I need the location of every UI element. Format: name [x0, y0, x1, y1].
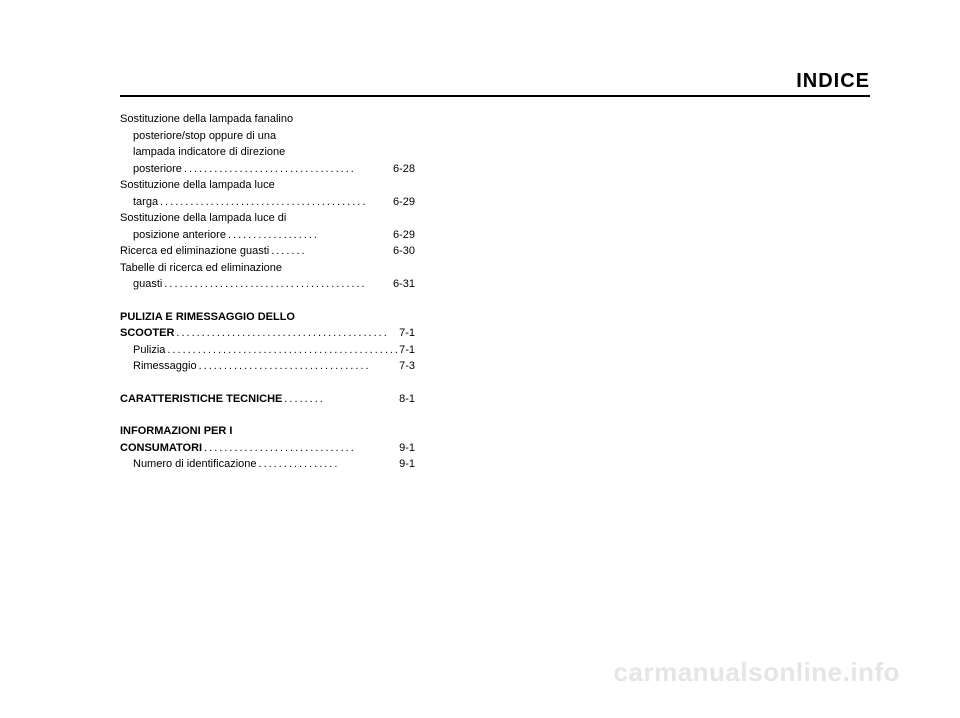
toc-page-number: 6-31 — [393, 276, 415, 293]
toc-final-line: Numero di identificazione ..............… — [120, 456, 415, 473]
toc-entry: Sostituzione della lampada luce di posiz… — [120, 210, 415, 243]
toc-final-line: CONSUMATORI ............................… — [120, 440, 415, 457]
toc-page-number: 6-30 — [393, 243, 415, 260]
toc-page-number: 9-1 — [399, 440, 415, 457]
toc-final-line: Ricerca ed eliminazione guasti ....... 6… — [120, 243, 415, 260]
toc-leader-dots: ........ — [282, 391, 399, 408]
toc-leader-dots: .................................. — [197, 358, 400, 375]
toc-text-line: Tabelle di ricerca ed eliminazione — [120, 260, 415, 277]
toc-leader-dots: .................. — [226, 227, 393, 244]
toc-entry: Pulizia ................................… — [120, 342, 415, 359]
toc-entry: Rimessaggio ............................… — [120, 358, 415, 375]
toc-leader-dots: ........................................… — [158, 194, 393, 211]
watermark-text: carmanualsonline.info — [614, 657, 900, 688]
toc-page-number: 6-29 — [393, 194, 415, 211]
toc-leader-dots: .................................. — [182, 161, 393, 178]
toc-final-line: CARATTERISTICHE TECNICHE ........ 8-1 — [120, 391, 415, 408]
toc-final-line: SCOOTER ................................… — [120, 325, 415, 342]
toc-text: Rimessaggio — [133, 358, 197, 375]
toc-column: Sostituzione della lampada fanalino post… — [120, 111, 415, 473]
toc-final-line: Rimessaggio ............................… — [120, 358, 415, 375]
toc-final-line: posizione anteriore .................. 6… — [120, 227, 415, 244]
toc-entry: Sostituzione della lampada fanalino post… — [120, 111, 415, 177]
toc-text: Ricerca ed eliminazione guasti — [120, 243, 269, 260]
toc-section-heading: CARATTERISTICHE TECNICHE ........ 8-1 — [120, 391, 415, 408]
toc-text: Pulizia — [133, 342, 165, 359]
toc-entry: Numero di identificazione ..............… — [120, 456, 415, 473]
toc-text: guasti — [133, 276, 162, 293]
toc-leader-dots: ................ — [257, 456, 400, 473]
toc-page-number: 8-1 — [399, 391, 415, 408]
toc-text-line: Sostituzione della lampada luce — [120, 177, 415, 194]
toc-page-number: 7-1 — [399, 325, 415, 342]
section-spacer — [120, 293, 415, 309]
section-spacer — [120, 407, 415, 423]
toc-final-line: guasti .................................… — [120, 276, 415, 293]
toc-heading-line: PULIZIA E RIMESSAGGIO DELLO — [120, 309, 415, 326]
toc-leader-dots: .............................. — [202, 440, 399, 457]
toc-entry: Tabelle di ricerca ed eliminazione guast… — [120, 260, 415, 293]
toc-heading-text: SCOOTER — [120, 325, 174, 342]
toc-leader-dots: ....... — [269, 243, 393, 260]
toc-final-line: Pulizia ................................… — [120, 342, 415, 359]
toc-section-heading: PULIZIA E RIMESSAGGIO DELLO SCOOTER ....… — [120, 309, 415, 342]
toc-leader-dots: ........................................ — [162, 276, 393, 293]
toc-final-line: posteriore .............................… — [120, 161, 415, 178]
page-header: INDICE — [120, 70, 870, 93]
toc-section-heading: INFORMAZIONI PER I CONSUMATORI .........… — [120, 423, 415, 456]
toc-text: posizione anteriore — [133, 227, 226, 244]
toc-page-number: 6-29 — [393, 227, 415, 244]
toc-heading-line: INFORMAZIONI PER I — [120, 423, 415, 440]
toc-entry: Ricerca ed eliminazione guasti ....... 6… — [120, 243, 415, 260]
toc-text-line: Sostituzione della lampada luce di — [120, 210, 415, 227]
toc-entry: Sostituzione della lampada luce targa ..… — [120, 177, 415, 210]
toc-text: posteriore — [133, 161, 182, 178]
header-divider — [120, 95, 870, 97]
toc-leader-dots: ........................................… — [174, 325, 399, 342]
toc-text-line: lampada indicatore di direzione — [120, 144, 415, 161]
toc-page-number: 7-1 — [399, 342, 415, 359]
toc-text: Numero di identificazione — [133, 456, 257, 473]
page-container: INDICE Sostituzione della lampada fanali… — [0, 0, 960, 718]
toc-text: targa — [133, 194, 158, 211]
toc-heading-text: CONSUMATORI — [120, 440, 202, 457]
toc-text-line: posteriore/stop oppure di una — [120, 128, 415, 145]
page-title: INDICE — [796, 70, 870, 92]
toc-leader-dots: ........................................… — [165, 342, 399, 359]
section-spacer — [120, 375, 415, 391]
toc-page-number: 9-1 — [399, 456, 415, 473]
toc-page-number: 7-3 — [399, 358, 415, 375]
toc-final-line: targa ..................................… — [120, 194, 415, 211]
toc-heading-text: CARATTERISTICHE TECNICHE — [120, 391, 282, 408]
toc-page-number: 6-28 — [393, 161, 415, 178]
toc-text-line: Sostituzione della lampada fanalino — [120, 111, 415, 128]
